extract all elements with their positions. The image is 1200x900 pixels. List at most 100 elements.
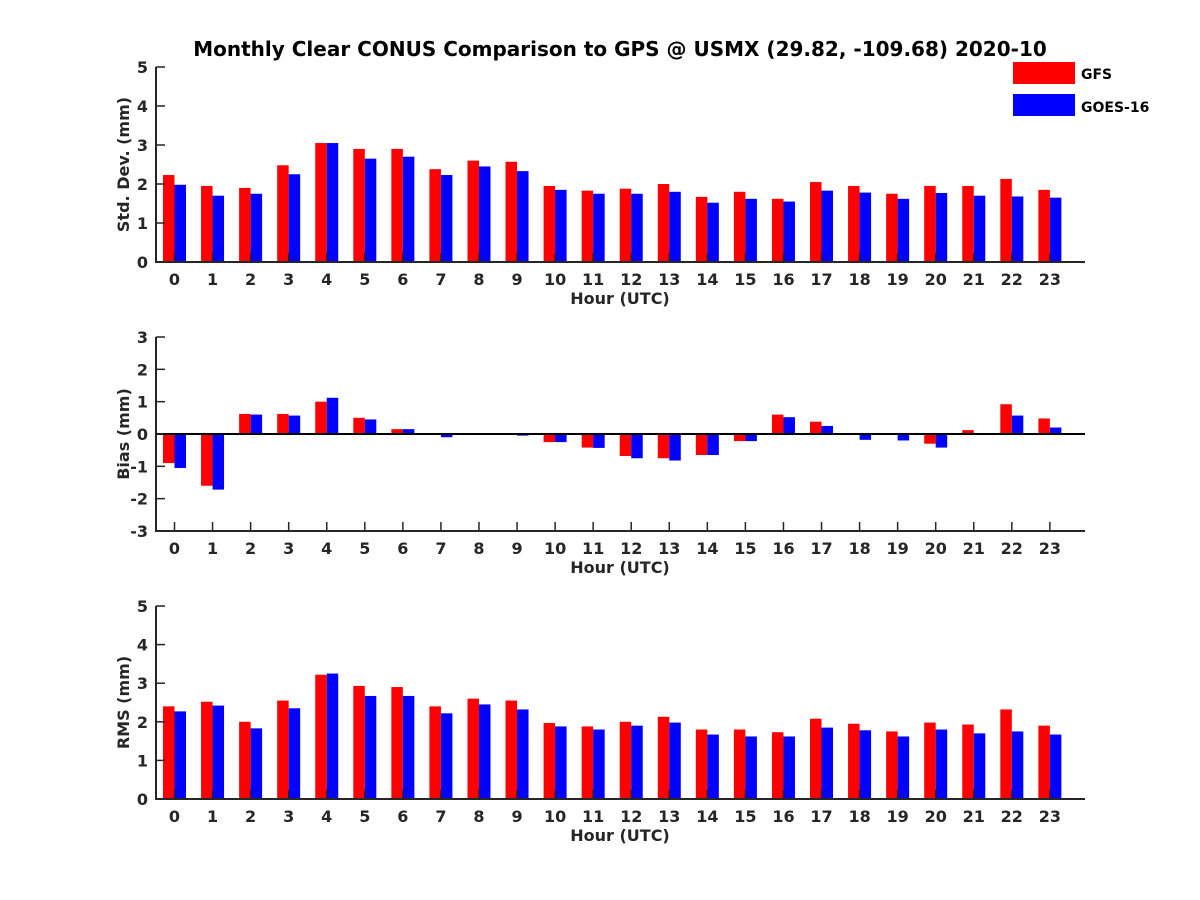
x-tick-label-std: 0	[169, 270, 180, 289]
x-tick-label-rms: 3	[283, 807, 294, 826]
bar-bias-goes16-11	[593, 434, 605, 448]
y-tick-label-rms: 3	[137, 674, 148, 693]
bar-rms-gfs-0	[163, 706, 175, 799]
legend-swatch-goes16	[1013, 94, 1075, 116]
x-tick-label-rms: 12	[620, 807, 642, 826]
bar-bias-gfs-16	[771, 414, 784, 434]
legend-swatch-gfs	[1013, 62, 1075, 84]
bar-bias-goes16-18	[859, 434, 872, 440]
x-tick-label-std: 4	[321, 270, 332, 289]
y-tick-label-bias: 3	[137, 328, 148, 347]
x-tick-label-bias: 6	[397, 539, 408, 558]
x-tick-label-rms: 9	[511, 807, 522, 826]
x-tick-label-std: 22	[1001, 270, 1023, 289]
bar-std-gfs-20	[924, 185, 936, 262]
bar-bias-gfs-11	[581, 434, 594, 448]
bar-std-goes16-12	[631, 193, 643, 262]
bar-bias-gfs-12	[619, 434, 632, 456]
x-tick-label-rms: 17	[810, 807, 832, 826]
bar-std-gfs-10	[543, 185, 556, 262]
bar-std-gfs-17	[810, 182, 822, 262]
bar-bias-goes16-19	[897, 434, 910, 441]
x-tick-label-bias: 22	[1001, 539, 1023, 558]
bar-bias-gfs-1	[201, 434, 213, 486]
bar-bias-gfs-17	[810, 421, 822, 434]
bar-rms-goes16-14	[707, 734, 719, 799]
y-tick-label-rms: 0	[137, 790, 148, 809]
x-tick-label-bias: 18	[848, 539, 870, 558]
x-tick-label-bias: 5	[359, 539, 370, 558]
x-tick-label-bias: 16	[772, 539, 794, 558]
bar-std-gfs-1	[201, 185, 213, 262]
legend-label-goes16: GOES-16	[1081, 100, 1149, 116]
bar-bias-gfs-4	[315, 401, 327, 434]
x-axis-label-std: Hour (UTC)	[570, 289, 670, 308]
x-tick-label-std: 11	[582, 270, 604, 289]
bar-rms-goes16-18	[859, 730, 872, 799]
x-tick-label-rms: 7	[435, 807, 446, 826]
x-tick-label-std: 23	[1039, 270, 1061, 289]
x-tick-label-bias: 23	[1039, 539, 1061, 558]
bar-std-gfs-5	[353, 148, 365, 262]
bar-rms-gfs-20	[924, 722, 936, 799]
bar-std-goes16-23	[1049, 197, 1062, 262]
bar-rms-gfs-4	[315, 674, 327, 799]
x-tick-label-std: 20	[925, 270, 947, 289]
bar-rms-gfs-2	[239, 721, 251, 799]
x-tick-label-bias: 7	[435, 539, 446, 558]
x-tick-label-bias: 2	[245, 539, 256, 558]
x-tick-label-rms: 0	[169, 807, 180, 826]
bar-std-gfs-19	[886, 193, 898, 262]
bar-bias-goes16-12	[631, 434, 643, 459]
bar-rms-goes16-11	[593, 729, 605, 799]
x-tick-label-rms: 10	[544, 807, 566, 826]
x-tick-label-bias: 12	[620, 539, 642, 558]
x-tick-label-bias: 1	[207, 539, 218, 558]
x-tick-label-rms: 6	[397, 807, 408, 826]
x-tick-label-rms: 1	[207, 807, 218, 826]
bar-rms-goes16-13	[669, 722, 681, 799]
legend-label-gfs: GFS	[1081, 67, 1112, 83]
bar-rms-gfs-19	[886, 731, 898, 799]
x-tick-label-std: 6	[397, 270, 408, 289]
bar-std-gfs-7	[429, 169, 441, 262]
x-tick-label-bias: 21	[963, 539, 985, 558]
bar-std-gfs-8	[467, 160, 479, 262]
x-tick-label-rms: 15	[734, 807, 756, 826]
x-tick-label-std: 1	[207, 270, 218, 289]
x-tick-label-bias: 15	[734, 539, 756, 558]
bar-rms-gfs-14	[695, 729, 708, 799]
bar-rms-goes16-20	[935, 729, 948, 799]
bar-bias-gfs-6	[391, 429, 403, 434]
bar-bias-gfs-0	[163, 434, 175, 464]
bar-rms-goes16-19	[897, 736, 910, 799]
y-tick-label-bias: 1	[137, 393, 148, 412]
x-tick-label-rms: 22	[1001, 807, 1023, 826]
bar-std-gfs-2	[239, 187, 251, 262]
bar-std-gfs-22	[1000, 178, 1012, 262]
bar-rms-gfs-12	[619, 721, 632, 799]
bar-std-gfs-23	[1038, 189, 1050, 262]
bar-std-goes16-10	[555, 189, 567, 262]
x-tick-label-rms: 5	[359, 807, 370, 826]
bar-bias-goes16-14	[707, 434, 719, 456]
x-tick-label-std: 16	[772, 270, 794, 289]
x-tick-label-std: 14	[696, 270, 718, 289]
bar-rms-goes16-10	[555, 726, 567, 799]
bar-rms-gfs-7	[429, 706, 441, 799]
bar-bias-gfs-21	[962, 430, 974, 434]
bar-rms-gfs-1	[201, 701, 213, 799]
y-tick-label-std: 1	[137, 214, 148, 233]
bar-rms-goes16-23	[1049, 734, 1062, 799]
y-tick-label-bias: -2	[130, 490, 148, 509]
y-tick-label-std: 3	[137, 136, 148, 155]
y-tick-label-std: 4	[137, 97, 148, 116]
bar-bias-gfs-14	[695, 434, 708, 456]
bar-rms-goes16-6	[402, 695, 415, 799]
bar-rms-goes16-0	[174, 711, 186, 799]
bar-rms-goes16-7	[440, 713, 453, 799]
bar-std-goes16-3	[288, 174, 301, 262]
bar-rms-gfs-23	[1038, 725, 1050, 799]
bar-std-goes16-18	[859, 192, 872, 262]
